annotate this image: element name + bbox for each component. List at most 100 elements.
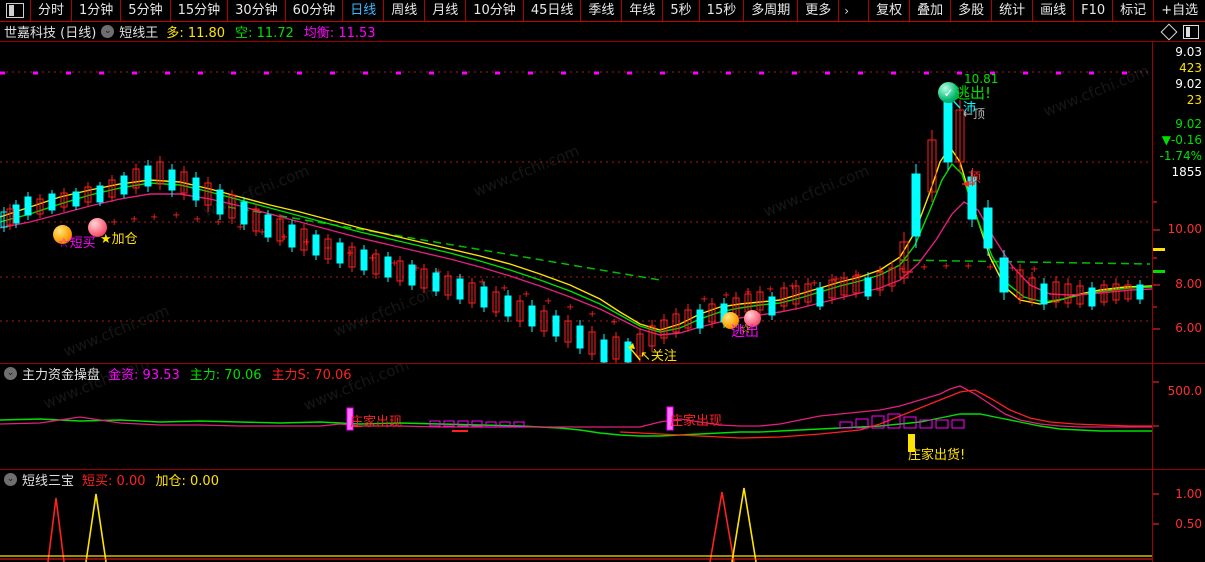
header-right-icons bbox=[1160, 22, 1199, 42]
watch-marker: ↖关注 bbox=[640, 349, 677, 363]
layout-icon[interactable] bbox=[1183, 25, 1199, 39]
axis-label: ▼-0.16 bbox=[1161, 133, 1202, 147]
axis-label: 500.0 bbox=[1167, 384, 1202, 398]
svg-text:+: + bbox=[390, 258, 398, 269]
svg-text:+: + bbox=[766, 284, 774, 295]
svg-text:+: + bbox=[964, 261, 972, 272]
svg-text:+: + bbox=[130, 214, 138, 225]
chevron-down-circle-icon[interactable]: ⌄ bbox=[101, 25, 115, 38]
period-tab-9[interactable]: 10分钟 bbox=[466, 0, 524, 21]
pink-dot-marker-1 bbox=[88, 218, 107, 237]
indicator-name-label[interactable]: 短线王 bbox=[119, 26, 159, 41]
panel-toggle-icon[interactable] bbox=[0, 0, 31, 21]
value-kong-label: 空 bbox=[235, 26, 249, 41]
fund-axis-ticks bbox=[1153, 381, 1159, 427]
svg-text:+: + bbox=[172, 210, 180, 221]
top-marker-1: 顶 bbox=[968, 171, 982, 186]
value-kong: 11.72 bbox=[256, 26, 294, 41]
svg-text:+: + bbox=[588, 309, 596, 320]
svg-text:+: + bbox=[302, 237, 310, 248]
period-tab-14[interactable]: 15秒 bbox=[700, 0, 745, 21]
green-check-marker: ✓ bbox=[938, 82, 959, 103]
tribao-axis[interactable]: 1.00 0.50 bbox=[1152, 470, 1205, 562]
toolbar-button-zixuan[interactable]: +自选 bbox=[1154, 0, 1205, 21]
chevron-down-circle-icon[interactable]: ⌄ bbox=[4, 367, 17, 380]
svg-text:+: + bbox=[478, 277, 486, 288]
period-tab-15[interactable]: 多周期 bbox=[744, 0, 799, 21]
toolbar-button-diejia[interactable]: 叠加 bbox=[910, 0, 952, 21]
chevron-down-circle-icon[interactable]: ⌄ bbox=[4, 473, 17, 486]
escape-top-label: 10.81 bbox=[964, 72, 999, 86]
period-tab-1[interactable]: 1分钟 bbox=[72, 0, 122, 21]
period-tab-11[interactable]: 季线 bbox=[581, 0, 623, 21]
fund-plot-area[interactable]: www.cfchi.com www.cfchi.com bbox=[0, 364, 1152, 469]
toolbar-button-biaoji[interactable]: 标记 bbox=[1113, 0, 1155, 21]
svg-text:+: + bbox=[810, 278, 818, 289]
svg-text:+: + bbox=[346, 248, 354, 259]
value-duo: 11.80 bbox=[187, 26, 226, 41]
period-tab-3[interactable]: 15分钟 bbox=[171, 0, 229, 21]
price-axis[interactable]: 9.03 423 9.02 23 9.02 ▼-0.16 -1.74% 1855… bbox=[1152, 42, 1205, 363]
svg-text:+: + bbox=[544, 296, 552, 307]
period-tab-13[interactable]: 5秒 bbox=[663, 0, 700, 21]
period-tab-4[interactable]: 30分钟 bbox=[228, 0, 286, 21]
svg-text:+: + bbox=[280, 232, 288, 243]
period-tab-2[interactable]: 5分钟 bbox=[121, 0, 171, 21]
axis-label: 6.00 bbox=[1175, 321, 1202, 335]
axis-label: 1855 bbox=[1171, 165, 1202, 179]
main-tribao-panel: ⌄ 短线三宝 短买: 0.00 加仓: 0.00 1.00 0.50 bbox=[0, 470, 1205, 562]
add-position-marker: ★加仓 bbox=[100, 232, 138, 247]
axis-label: 8.00 bbox=[1175, 277, 1202, 291]
main-fund-panel: ⌄ 主力资金操盘 金资: 93.53 主力: 70.06 主力S: 70.06 … bbox=[0, 364, 1205, 470]
dealer-appear-marker-1: 庄家出现 bbox=[350, 415, 403, 430]
chevron-right-icon[interactable]: › bbox=[844, 3, 850, 18]
period-tab-0[interactable]: 分时 bbox=[31, 0, 73, 21]
value-junheng: 11.53 bbox=[338, 26, 376, 41]
period-tab-6[interactable]: 日线 bbox=[343, 0, 385, 21]
fund-panel-title[interactable]: 主力资金操盘 bbox=[22, 368, 101, 383]
toolbar-button-fuquan[interactable]: 复权 bbox=[868, 0, 911, 21]
svg-text:+: + bbox=[700, 294, 708, 305]
period-tab-5[interactable]: 60分钟 bbox=[286, 0, 344, 21]
fund-jinzi-label: 金资 bbox=[108, 368, 135, 383]
period-tab-7[interactable]: 周线 bbox=[384, 0, 426, 21]
tribao-panel-title[interactable]: 短线三宝 bbox=[22, 474, 75, 489]
svg-text:+: + bbox=[214, 217, 222, 228]
diamond-icon[interactable] bbox=[1160, 23, 1178, 41]
tribao-plot-area[interactable] bbox=[0, 470, 1152, 562]
svg-text:+: + bbox=[500, 283, 508, 294]
svg-text:+: + bbox=[412, 263, 420, 274]
period-tab-8[interactable]: 月线 bbox=[425, 0, 467, 21]
axis-label: 423 bbox=[1179, 61, 1202, 75]
fund-chart-svg bbox=[0, 385, 1152, 452]
axis-label: 10.00 bbox=[1167, 222, 1202, 236]
main-price-panel: www.cfchi.com www.cfchi.com www.cfchi.co… bbox=[0, 42, 1205, 364]
price-high-label: ←顶 bbox=[963, 107, 986, 121]
toolbar-button-f10[interactable]: F10 bbox=[1074, 0, 1114, 21]
toolbar-button-tongji[interactable]: 统计 bbox=[992, 0, 1034, 21]
toolbar-button-huaxian[interactable]: 画线 bbox=[1033, 0, 1075, 21]
fund-zhuli-label: 主力 bbox=[189, 368, 216, 383]
fund-jinzi-value: 93.53 bbox=[142, 368, 180, 383]
axis-label: 23 bbox=[1186, 93, 1202, 107]
svg-text:+: + bbox=[193, 214, 201, 225]
orange-dot-marker-2 bbox=[722, 312, 739, 329]
period-tab-12[interactable]: 年线 bbox=[622, 0, 664, 21]
period-tab-10[interactable]: 45日线 bbox=[524, 0, 582, 21]
price-plot-area[interactable]: www.cfchi.com www.cfchi.com www.cfchi.co… bbox=[0, 42, 1152, 363]
axis-label: 1.00 bbox=[1175, 487, 1202, 501]
tribao-jiacang-label: 加仓 bbox=[155, 474, 182, 489]
period-tab-16[interactable]: 更多 bbox=[798, 0, 840, 21]
price-axis-ticks bbox=[1153, 201, 1165, 330]
axis-label: 9.03 bbox=[1175, 45, 1202, 59]
pink-dot-marker-2 bbox=[744, 310, 761, 327]
toolbar-button-duogu[interactable]: 多股 bbox=[951, 0, 993, 21]
tribao-duanmai-label: 短买 bbox=[82, 474, 109, 489]
price-chart-svg: + + + + + + + + + ++ + + + + + ++ + ++ + + + + + + + + + … bbox=[0, 71, 1152, 363]
toolbar-spacer bbox=[854, 0, 868, 21]
period-toolbar[interactable]: 分时 1分钟 5分钟 15分钟 30分钟 60分钟 日线 周线 月线 10分钟 … bbox=[0, 0, 1205, 22]
fund-axis[interactable]: 500.0 bbox=[1152, 364, 1205, 469]
tribao-axis-ticks bbox=[1153, 493, 1159, 525]
chart-header-bar: 世嘉科技 (日线) ⌄ 短线王 多: 11.80 空: 11.72 均衡: 11… bbox=[0, 22, 1205, 42]
